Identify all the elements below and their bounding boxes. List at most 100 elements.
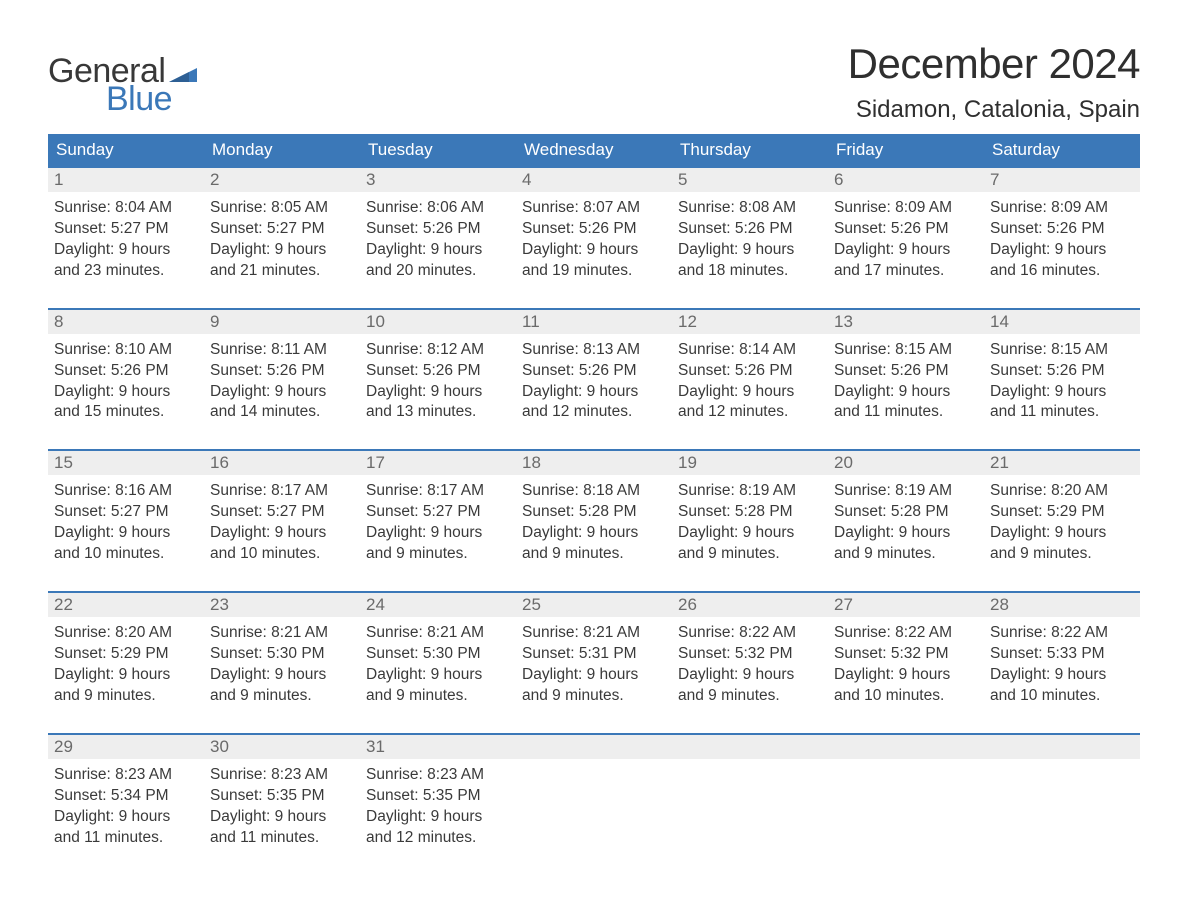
day-d2: and 13 minutes.: [366, 402, 510, 423]
day-number: 6: [828, 168, 984, 192]
day-number: 12: [672, 310, 828, 334]
day-sunrise: Sunrise: 8:06 AM: [366, 198, 510, 219]
day-sunrise: Sunrise: 8:13 AM: [522, 340, 666, 361]
calendar-day: 31Sunrise: 8:23 AMSunset: 5:35 PMDayligh…: [360, 734, 516, 875]
day-number-empty: [828, 735, 984, 759]
day-sunrise: Sunrise: 8:20 AM: [54, 623, 198, 644]
day-number: 31: [360, 735, 516, 759]
calendar-day: 16Sunrise: 8:17 AMSunset: 5:27 PMDayligh…: [204, 450, 360, 592]
calendar-header-row: SundayMondayTuesdayWednesdayThursdayFrid…: [48, 134, 1140, 167]
day-d2: and 9 minutes.: [366, 686, 510, 707]
calendar-day: 15Sunrise: 8:16 AMSunset: 5:27 PMDayligh…: [48, 450, 204, 592]
day-d1: Daylight: 9 hours: [834, 523, 978, 544]
calendar-week: 15Sunrise: 8:16 AMSunset: 5:27 PMDayligh…: [48, 450, 1140, 592]
day-sunrise: Sunrise: 8:19 AM: [678, 481, 822, 502]
day-sunrise: Sunrise: 8:23 AM: [366, 765, 510, 786]
day-details: Sunrise: 8:22 AMSunset: 5:33 PMDaylight:…: [984, 617, 1140, 733]
day-details: Sunrise: 8:13 AMSunset: 5:26 PMDaylight:…: [516, 334, 672, 450]
day-number: 5: [672, 168, 828, 192]
day-d2: and 10 minutes.: [834, 686, 978, 707]
day-header: Tuesday: [360, 134, 516, 167]
day-d2: and 10 minutes.: [210, 544, 354, 565]
day-number: 22: [48, 593, 204, 617]
day-sunset: Sunset: 5:28 PM: [522, 502, 666, 523]
day-sunrise: Sunrise: 8:05 AM: [210, 198, 354, 219]
day-d1: Daylight: 9 hours: [210, 807, 354, 828]
calendar-day: 4Sunrise: 8:07 AMSunset: 5:26 PMDaylight…: [516, 167, 672, 309]
day-d2: and 10 minutes.: [990, 686, 1134, 707]
day-sunrise: Sunrise: 8:15 AM: [990, 340, 1134, 361]
day-d1: Daylight: 9 hours: [54, 382, 198, 403]
day-sunset: Sunset: 5:26 PM: [54, 361, 198, 382]
calendar-day: 9Sunrise: 8:11 AMSunset: 5:26 PMDaylight…: [204, 309, 360, 451]
day-d2: and 11 minutes.: [54, 828, 198, 849]
day-d2: and 9 minutes.: [210, 686, 354, 707]
day-number: 21: [984, 451, 1140, 475]
day-details: Sunrise: 8:10 AMSunset: 5:26 PMDaylight:…: [48, 334, 204, 450]
day-d1: Daylight: 9 hours: [522, 382, 666, 403]
calendar-day: 25Sunrise: 8:21 AMSunset: 5:31 PMDayligh…: [516, 592, 672, 734]
calendar-day: 11Sunrise: 8:13 AMSunset: 5:26 PMDayligh…: [516, 309, 672, 451]
day-sunrise: Sunrise: 8:17 AM: [210, 481, 354, 502]
day-sunrise: Sunrise: 8:10 AM: [54, 340, 198, 361]
day-d2: and 9 minutes.: [366, 544, 510, 565]
day-number: 10: [360, 310, 516, 334]
day-d2: and 11 minutes.: [990, 402, 1134, 423]
day-sunrise: Sunrise: 8:15 AM: [834, 340, 978, 361]
day-sunset: Sunset: 5:27 PM: [210, 219, 354, 240]
day-d1: Daylight: 9 hours: [678, 665, 822, 686]
day-sunset: Sunset: 5:27 PM: [210, 502, 354, 523]
day-sunset: Sunset: 5:28 PM: [834, 502, 978, 523]
calendar-week: 29Sunrise: 8:23 AMSunset: 5:34 PMDayligh…: [48, 734, 1140, 875]
logo: General Blue: [48, 54, 197, 116]
day-sunrise: Sunrise: 8:21 AM: [366, 623, 510, 644]
calendar-day-empty: [516, 734, 672, 875]
day-d1: Daylight: 9 hours: [678, 523, 822, 544]
day-d2: and 10 minutes.: [54, 544, 198, 565]
day-d1: Daylight: 9 hours: [210, 240, 354, 261]
day-details: Sunrise: 8:14 AMSunset: 5:26 PMDaylight:…: [672, 334, 828, 450]
header: General Blue December 2024 Sidamon, Cata…: [48, 40, 1140, 124]
day-d1: Daylight: 9 hours: [522, 523, 666, 544]
day-d1: Daylight: 9 hours: [54, 665, 198, 686]
day-d1: Daylight: 9 hours: [522, 240, 666, 261]
calendar-week: 8Sunrise: 8:10 AMSunset: 5:26 PMDaylight…: [48, 309, 1140, 451]
day-number: 25: [516, 593, 672, 617]
day-details: Sunrise: 8:23 AMSunset: 5:34 PMDaylight:…: [48, 759, 204, 875]
day-d2: and 11 minutes.: [210, 828, 354, 849]
day-details: Sunrise: 8:22 AMSunset: 5:32 PMDaylight:…: [828, 617, 984, 733]
day-details: Sunrise: 8:17 AMSunset: 5:27 PMDaylight:…: [204, 475, 360, 591]
day-d1: Daylight: 9 hours: [990, 240, 1134, 261]
day-d1: Daylight: 9 hours: [990, 382, 1134, 403]
day-sunset: Sunset: 5:28 PM: [678, 502, 822, 523]
day-d2: and 9 minutes.: [834, 544, 978, 565]
day-details: Sunrise: 8:07 AMSunset: 5:26 PMDaylight:…: [516, 192, 672, 308]
day-details: Sunrise: 8:05 AMSunset: 5:27 PMDaylight:…: [204, 192, 360, 308]
logo-text-blue: Blue: [106, 82, 197, 116]
day-sunset: Sunset: 5:30 PM: [366, 644, 510, 665]
day-d2: and 23 minutes.: [54, 261, 198, 282]
day-details: Sunrise: 8:04 AMSunset: 5:27 PMDaylight:…: [48, 192, 204, 308]
day-sunset: Sunset: 5:27 PM: [366, 502, 510, 523]
day-sunset: Sunset: 5:26 PM: [678, 361, 822, 382]
calendar-day: 29Sunrise: 8:23 AMSunset: 5:34 PMDayligh…: [48, 734, 204, 875]
day-number: 1: [48, 168, 204, 192]
calendar-day: 6Sunrise: 8:09 AMSunset: 5:26 PMDaylight…: [828, 167, 984, 309]
calendar-day: 18Sunrise: 8:18 AMSunset: 5:28 PMDayligh…: [516, 450, 672, 592]
calendar-week: 1Sunrise: 8:04 AMSunset: 5:27 PMDaylight…: [48, 167, 1140, 309]
day-sunset: Sunset: 5:32 PM: [678, 644, 822, 665]
calendar-day: 8Sunrise: 8:10 AMSunset: 5:26 PMDaylight…: [48, 309, 204, 451]
day-sunrise: Sunrise: 8:19 AM: [834, 481, 978, 502]
day-details: Sunrise: 8:09 AMSunset: 5:26 PMDaylight:…: [984, 192, 1140, 308]
day-sunset: Sunset: 5:26 PM: [834, 361, 978, 382]
day-details: Sunrise: 8:23 AMSunset: 5:35 PMDaylight:…: [360, 759, 516, 875]
calendar-day: 2Sunrise: 8:05 AMSunset: 5:27 PMDaylight…: [204, 167, 360, 309]
day-d2: and 12 minutes.: [366, 828, 510, 849]
day-d1: Daylight: 9 hours: [210, 523, 354, 544]
day-sunset: Sunset: 5:26 PM: [834, 219, 978, 240]
day-sunrise: Sunrise: 8:11 AM: [210, 340, 354, 361]
calendar-day: 22Sunrise: 8:20 AMSunset: 5:29 PMDayligh…: [48, 592, 204, 734]
day-details: Sunrise: 8:08 AMSunset: 5:26 PMDaylight:…: [672, 192, 828, 308]
day-d2: and 9 minutes.: [678, 544, 822, 565]
flag-icon: [169, 62, 197, 82]
